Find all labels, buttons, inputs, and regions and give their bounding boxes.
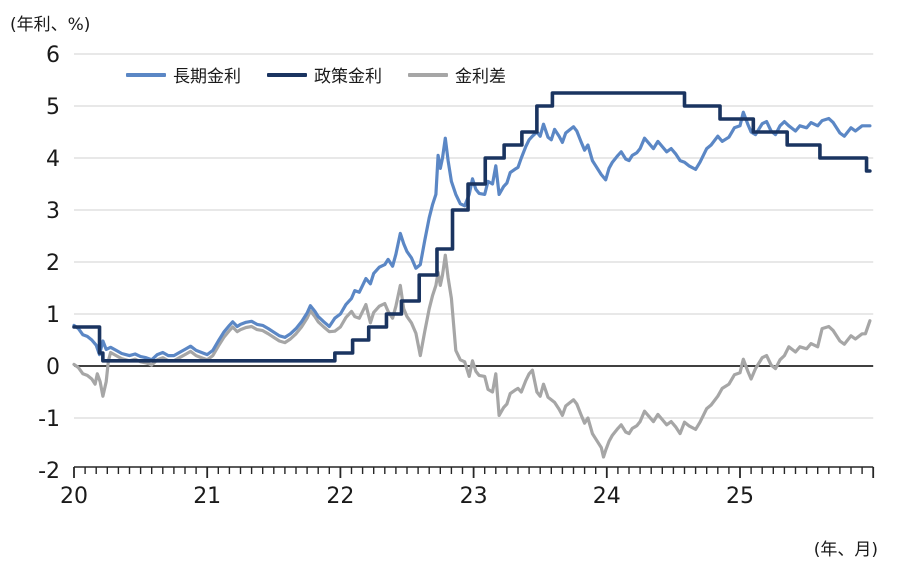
long-term-rate-swatch-icon bbox=[126, 72, 166, 77]
y-tick-label: -1 bbox=[38, 407, 60, 432]
x-tick-label: 21 bbox=[193, 484, 221, 509]
series-rate-spread-line bbox=[72, 253, 872, 459]
series-long-term-rate-line bbox=[72, 110, 872, 362]
legend-label: 金利差 bbox=[455, 67, 506, 87]
y-tick-label: 2 bbox=[46, 251, 60, 276]
y-tick-label: 5 bbox=[46, 95, 60, 120]
y-tick-label: 4 bbox=[46, 147, 60, 172]
x-tick-label: 23 bbox=[460, 484, 488, 509]
legend-item-long-term-rate: 長期金利 bbox=[126, 62, 241, 87]
y-axis-unit-label: (年利、%) bbox=[10, 15, 91, 35]
x-tick-label: 24 bbox=[593, 484, 621, 509]
y-tick-label: -2 bbox=[38, 459, 60, 484]
y-tick-label: 1 bbox=[46, 303, 60, 328]
legend-item-policy-rate: 政策金利 bbox=[267, 62, 382, 87]
rate-spread-swatch-icon bbox=[408, 72, 448, 77]
x-tick-label: 20 bbox=[60, 484, 88, 509]
y-tick-label: 6 bbox=[46, 43, 60, 68]
policy-rate-swatch-icon bbox=[267, 72, 307, 77]
y-tick-label: 3 bbox=[46, 199, 60, 224]
series-policy-rate-line bbox=[72, 91, 872, 363]
y-tick-label: 0 bbox=[46, 355, 60, 380]
chart-legend: 長期金利 政策金利 金利差 bbox=[126, 62, 506, 87]
legend-label: 政策金利 bbox=[314, 67, 382, 87]
x-axis-unit-label: (年、月) bbox=[813, 540, 878, 560]
x-tick-label: 25 bbox=[726, 484, 754, 509]
legend-label: 長期金利 bbox=[173, 67, 241, 87]
x-tick-label: 22 bbox=[326, 484, 354, 509]
legend-item-rate-spread: 金利差 bbox=[408, 62, 506, 87]
